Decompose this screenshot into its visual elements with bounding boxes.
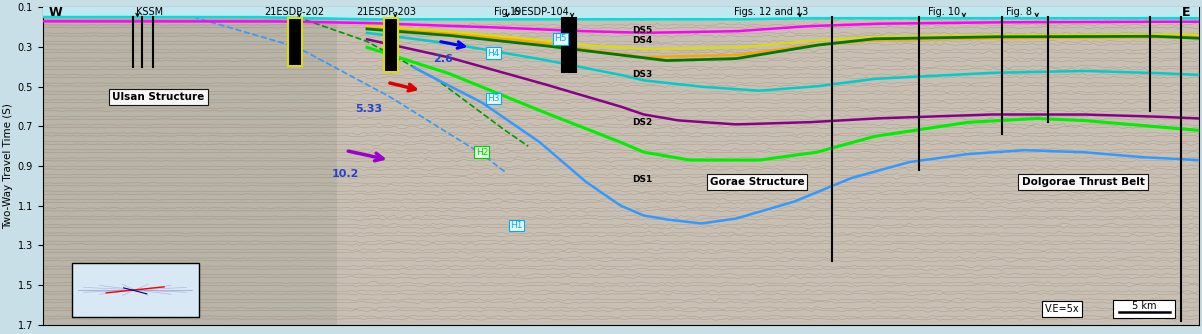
Text: DS3: DS3 [632, 70, 653, 79]
Text: DS5: DS5 [632, 26, 653, 35]
Text: E: E [1182, 6, 1190, 19]
Text: DS1: DS1 [632, 175, 653, 184]
Text: Fig. 8: Fig. 8 [1006, 7, 1033, 17]
Text: H3: H3 [487, 94, 500, 103]
Text: Fig. 10: Fig. 10 [928, 7, 960, 17]
Text: H5: H5 [554, 34, 567, 43]
Text: 19ESDP-104: 19ESDP-104 [510, 7, 570, 17]
Text: Gorae Structure: Gorae Structure [709, 177, 804, 187]
Text: Ulsan Structure: Ulsan Structure [112, 92, 204, 102]
Text: W: W [48, 6, 63, 19]
Bar [1113, 300, 1176, 318]
Y-axis label: Two-Way Travel Time (S): Two-Way Travel Time (S) [4, 103, 13, 229]
Text: H2: H2 [476, 148, 488, 157]
Bar [383, 18, 398, 72]
Bar [561, 18, 576, 72]
Bar [43, 7, 1198, 18]
Text: 10.2: 10.2 [332, 169, 359, 179]
Text: 21ESDP-202: 21ESDP-202 [264, 7, 325, 17]
Text: Figs. 12 and 13: Figs. 12 and 13 [733, 7, 808, 17]
Text: DS2: DS2 [632, 118, 653, 127]
Text: KSSM: KSSM [136, 7, 162, 17]
Text: V.E=5x: V.E=5x [1045, 304, 1079, 314]
Text: 2.6: 2.6 [434, 54, 453, 64]
Text: H1: H1 [511, 221, 523, 230]
Text: Dolgorae Thrust Belt: Dolgorae Thrust Belt [1022, 177, 1144, 187]
Bar [287, 18, 302, 66]
Text: 5.33: 5.33 [355, 104, 382, 114]
Text: DS4: DS4 [632, 36, 653, 45]
Text: 21ESDP-203: 21ESDP-203 [356, 7, 416, 17]
Text: 5 km: 5 km [1132, 301, 1156, 311]
Bar [72, 263, 198, 317]
Bar [43, 7, 338, 325]
Text: Fig. 6: Fig. 6 [494, 7, 520, 17]
Text: H4: H4 [487, 48, 500, 57]
